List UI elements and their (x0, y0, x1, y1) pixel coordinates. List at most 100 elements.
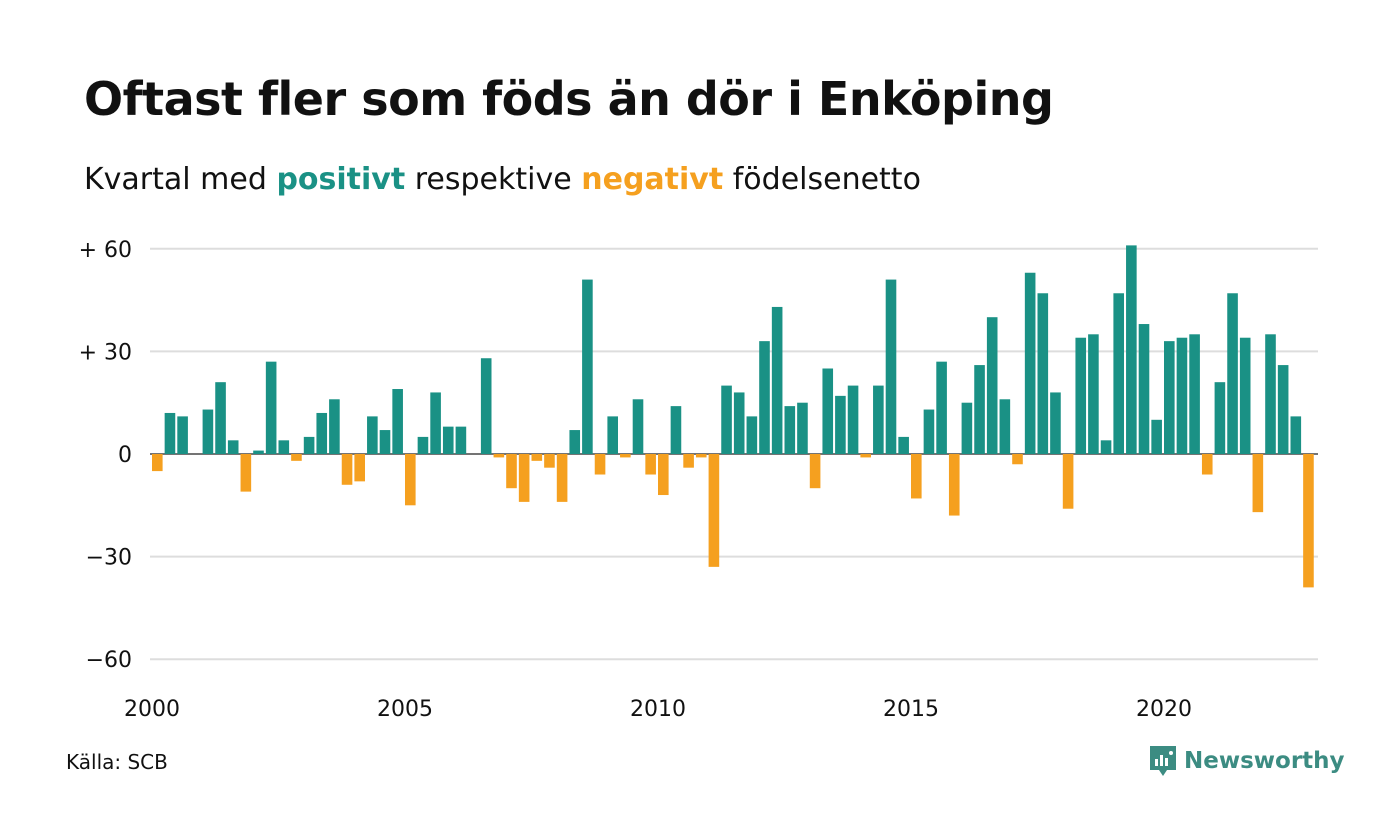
bar-positive (1088, 334, 1099, 454)
x-tick-label: 2015 (883, 697, 939, 722)
y-tick-label: 0 (118, 443, 132, 468)
bar-negative (594, 454, 606, 475)
bar-negative (240, 454, 252, 492)
source-note: Källa: SCB (66, 750, 168, 774)
bar-positive (227, 440, 239, 454)
bar-negative (809, 454, 821, 489)
bar-negative (518, 454, 530, 502)
x-tick-label: 2005 (377, 697, 433, 722)
chart-title: Oftast fler som föds än dör i Enköping (84, 72, 1054, 126)
newsworthy-logo-icon (1150, 746, 1176, 776)
bar-positive (784, 406, 796, 454)
bar-negative (556, 454, 568, 502)
bar-positive (721, 385, 732, 454)
bar-positive (215, 382, 226, 454)
bar-positive (670, 406, 682, 454)
bar-negative (1012, 454, 1023, 465)
bar-positive (771, 306, 783, 454)
bar-negative (948, 454, 960, 516)
bar-negative (544, 454, 555, 468)
bar-positive (177, 416, 188, 454)
bar-negative (152, 454, 163, 472)
bar-positive (746, 416, 758, 454)
y-tick-label: −60 (86, 648, 132, 673)
bar-negative (291, 454, 302, 461)
bar-positive (417, 436, 429, 454)
bar-positive (367, 416, 378, 454)
bar-positive (898, 436, 909, 454)
bar-positive (1100, 440, 1112, 454)
bar-positive (278, 440, 290, 454)
bar-positive (873, 385, 884, 454)
bar-positive (569, 430, 581, 454)
bar-positive (303, 436, 315, 454)
bar-positive (1277, 365, 1289, 454)
subtitle-middle: respektive (414, 162, 572, 197)
bar-positive (759, 341, 770, 454)
bar-positive (885, 279, 897, 454)
bar-positive (316, 412, 328, 454)
bar-positive (392, 389, 403, 454)
bar-negative (1303, 454, 1314, 588)
y-tick-label: + 60 (79, 238, 132, 263)
bar-positive (1176, 337, 1188, 454)
bar-positive (265, 361, 277, 454)
x-tick-label: 2000 (124, 697, 180, 722)
chart-subtitle: Kvartal med positivt respektive negativt… (84, 162, 921, 197)
bar-positive (847, 385, 859, 454)
bar-positive (1138, 324, 1150, 454)
bar-positive (442, 426, 454, 454)
brand-logo: Newsworthy (1148, 744, 1345, 778)
bar-positive (1214, 382, 1226, 454)
bar-positive (1290, 416, 1302, 454)
bar-positive (936, 361, 947, 454)
bar-positive (607, 416, 618, 454)
bar-positive (480, 358, 492, 454)
bar-positive (1189, 334, 1200, 454)
bar-positive (974, 365, 985, 454)
bar-negative (695, 454, 707, 458)
x-tick-label: 2010 (630, 697, 686, 722)
bar-negative (911, 454, 922, 499)
bar-negative (683, 454, 694, 468)
bar-positive (202, 409, 214, 454)
bar-positive (329, 399, 340, 454)
y-tick-label: −30 (86, 546, 132, 571)
bar-negative (860, 454, 871, 458)
bar-negative (620, 454, 631, 458)
bar-positive (379, 430, 391, 454)
bar-negative (506, 454, 517, 489)
bar-positive (582, 279, 593, 454)
subtitle-positive-word: positivt (276, 162, 406, 197)
subtitle-suffix: födelsenetto (732, 162, 921, 197)
bar-positive (1075, 337, 1087, 454)
bar-positive (1113, 293, 1124, 454)
bar-negative (341, 454, 353, 485)
bar-negative (1252, 454, 1264, 513)
bar-negative (645, 454, 656, 475)
bar-negative (493, 454, 505, 458)
bar-positive (1037, 293, 1049, 454)
bar-positive (1151, 419, 1162, 454)
subtitle-negative-word: negativt (581, 162, 724, 197)
bar-negative (1201, 454, 1213, 475)
bar-positive (999, 399, 1011, 454)
bar-positive (822, 368, 834, 454)
x-tick-label: 2020 (1136, 697, 1192, 722)
bar-positive (164, 412, 176, 454)
bar-positive (1239, 337, 1251, 454)
bar-positive (1126, 245, 1137, 454)
brand-name: Newsworthy (1184, 748, 1345, 774)
bar-positive (733, 392, 745, 454)
bar-positive (986, 317, 998, 454)
bar-negative (405, 454, 416, 506)
bar-positive (835, 395, 846, 454)
bar-positive (1265, 334, 1276, 454)
bar-negative (708, 454, 720, 567)
bar-positive (1024, 272, 1036, 454)
bar-positive (1227, 293, 1238, 454)
bar-positive (455, 426, 467, 454)
bar-positive (430, 392, 441, 454)
subtitle-prefix: Kvartal med (84, 162, 267, 197)
